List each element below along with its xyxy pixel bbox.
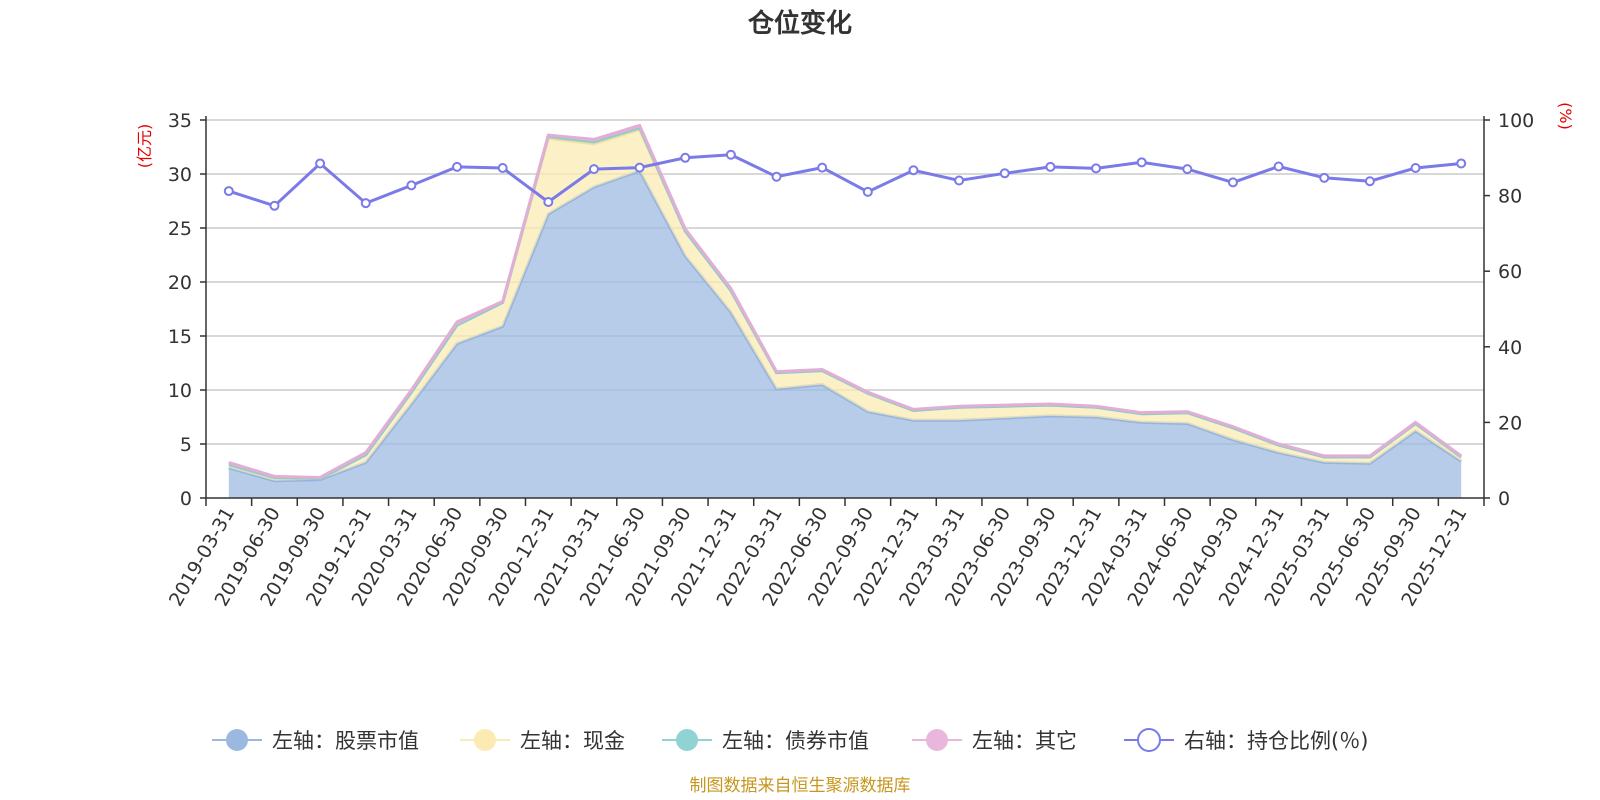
- legend-label: 右轴：持仓比例(％): [1184, 729, 1368, 753]
- ratio-point: [1182, 164, 1193, 175]
- left-tick-label: 35: [168, 110, 192, 132]
- ratio-point: [908, 165, 919, 176]
- ratio-point: [1364, 176, 1375, 187]
- legend-label: 左轴：股票市值: [272, 729, 419, 753]
- ratio-point: [452, 161, 463, 172]
- ratio-point: [1227, 177, 1238, 188]
- legend-label: 左轴：现金: [520, 729, 625, 753]
- right-tick-label: 20: [1498, 412, 1522, 434]
- ratio-point: [315, 158, 326, 169]
- ratio-point: [954, 175, 965, 186]
- ratio-point: [634, 162, 645, 173]
- legend-label: 左轴：债券市值: [722, 729, 869, 753]
- stacked-areas: [228, 123, 1463, 499]
- area-edge-4: [228, 123, 1463, 480]
- data-source-note: 制图数据来自恒生聚源数据库: [690, 776, 911, 796]
- ratio-point: [771, 171, 782, 182]
- right-axis-unit: (%): [1556, 102, 1575, 130]
- ratio-point: [588, 164, 599, 175]
- left-tick-label: 25: [168, 218, 192, 240]
- left-tick-label: 20: [168, 272, 192, 294]
- ratio-point: [1136, 157, 1147, 168]
- ratio-point: [725, 149, 736, 160]
- right-tick-label: 40: [1498, 337, 1522, 359]
- ratio-point: [406, 180, 417, 191]
- ratio-point: [1091, 163, 1102, 174]
- ratio-point: [1456, 158, 1467, 169]
- ratio-point: [543, 197, 554, 208]
- ratio-point: [497, 163, 508, 174]
- legend-marker: [676, 729, 698, 751]
- area-1: [228, 170, 1462, 499]
- legend-label: 左轴：其它: [972, 729, 1077, 753]
- left-tick-label: 30: [168, 164, 192, 186]
- ratio-line-path: [228, 153, 1462, 208]
- left-axis-unit: (亿元): [135, 124, 154, 169]
- ratio-point: [1319, 172, 1330, 183]
- ratio-point: [1045, 161, 1056, 172]
- left-tick-label: 15: [168, 326, 192, 348]
- legend-marker: [474, 729, 496, 751]
- legend-marker: [226, 729, 248, 751]
- legend: 左轴：股票市值 左轴：现金 左轴：债券市值 左轴：其它 右轴：持仓比例(％): [212, 728, 1368, 753]
- ratio-point: [999, 168, 1010, 179]
- right-tick-label: 80: [1498, 186, 1522, 208]
- ratio-point: [817, 162, 828, 173]
- legend-marker: [1137, 728, 1161, 752]
- left-tick-label: 0: [180, 488, 192, 510]
- position-ratio-line: [223, 149, 1467, 211]
- ratio-point: [223, 186, 234, 197]
- ratio-point: [360, 198, 371, 209]
- ratio-point: [1410, 163, 1421, 174]
- left-tick-label: 5: [180, 434, 192, 456]
- ratio-point: [1273, 161, 1284, 172]
- right-tick-label: 0: [1498, 488, 1510, 510]
- area-2: [228, 129, 1462, 481]
- ratio-point: [680, 152, 691, 163]
- right-tick-label: 60: [1498, 261, 1522, 283]
- ratio-point: [862, 186, 873, 197]
- legend-marker: [926, 729, 948, 751]
- right-tick-label: 100: [1498, 110, 1534, 132]
- chart-title: 仓位变化: [747, 8, 852, 39]
- left-tick-label: 10: [168, 380, 192, 402]
- ratio-point: [269, 200, 280, 211]
- axes: 051015202530350204060801002019-03-312019…: [165, 110, 1534, 610]
